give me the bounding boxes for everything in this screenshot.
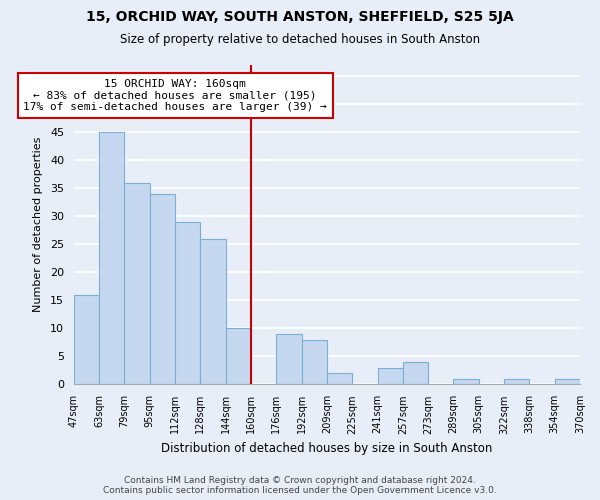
Bar bbox=[302, 340, 327, 384]
Bar bbox=[454, 379, 479, 384]
Bar bbox=[504, 379, 529, 384]
Text: 15 ORCHID WAY: 160sqm
← 83% of detached houses are smaller (195)
17% of semi-det: 15 ORCHID WAY: 160sqm ← 83% of detached … bbox=[23, 79, 327, 112]
Y-axis label: Number of detached properties: Number of detached properties bbox=[33, 137, 43, 312]
Bar bbox=[200, 238, 226, 384]
Bar bbox=[277, 334, 302, 384]
Text: Size of property relative to detached houses in South Anston: Size of property relative to detached ho… bbox=[120, 32, 480, 46]
Bar bbox=[403, 362, 428, 384]
Bar bbox=[175, 222, 200, 384]
Bar bbox=[99, 132, 124, 384]
Text: Contains HM Land Registry data © Crown copyright and database right 2024.
Contai: Contains HM Land Registry data © Crown c… bbox=[103, 476, 497, 495]
Text: 15, ORCHID WAY, SOUTH ANSTON, SHEFFIELD, S25 5JA: 15, ORCHID WAY, SOUTH ANSTON, SHEFFIELD,… bbox=[86, 10, 514, 24]
Bar bbox=[327, 373, 352, 384]
Bar bbox=[124, 182, 150, 384]
X-axis label: Distribution of detached houses by size in South Anston: Distribution of detached houses by size … bbox=[161, 442, 493, 455]
Bar bbox=[150, 194, 175, 384]
Bar bbox=[554, 379, 580, 384]
Bar bbox=[377, 368, 403, 384]
Bar bbox=[226, 328, 251, 384]
Bar bbox=[74, 295, 99, 384]
